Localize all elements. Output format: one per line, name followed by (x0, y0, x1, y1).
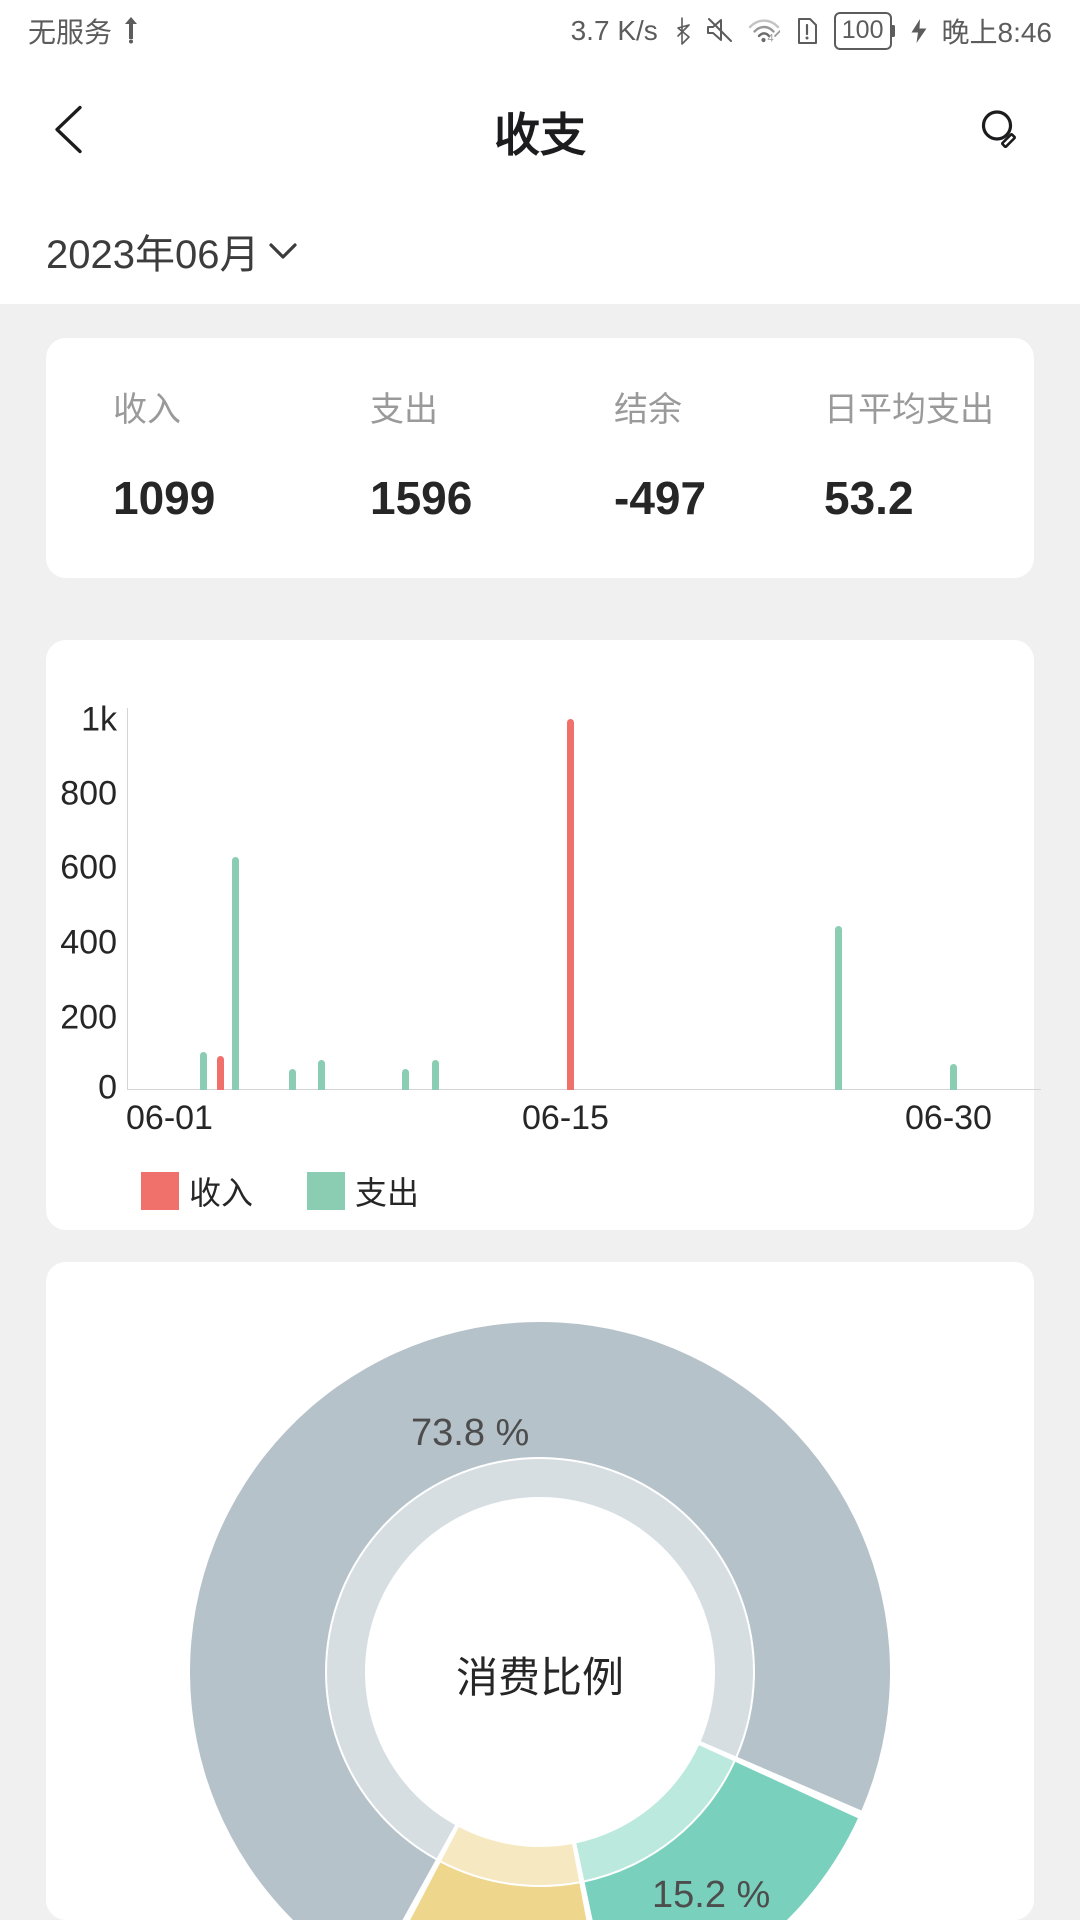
svg-text:4: 4 (767, 33, 773, 44)
